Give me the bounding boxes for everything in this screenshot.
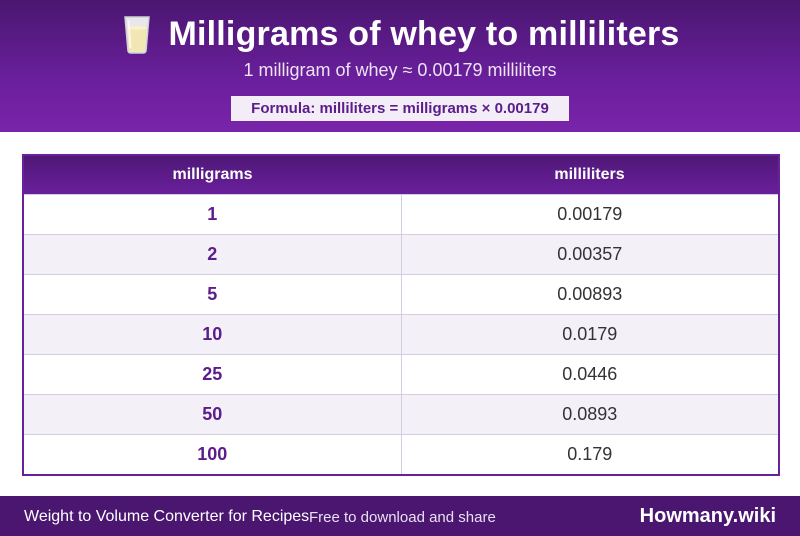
milligrams-cell: 100 — [24, 434, 402, 474]
column-header-milligrams: milligrams — [172, 166, 253, 183]
table-row: 100 0.179 — [24, 434, 778, 474]
footer-bar: Weight to Volume Converter for Recipes F… — [0, 496, 800, 536]
milligrams-cell: 25 — [24, 354, 402, 395]
conversion-subtitle: 1 milligram of whey ≈ 0.00179 milliliter… — [243, 60, 557, 80]
milliliters-cell: 0.0893 — [401, 394, 778, 435]
milligrams-cell: 1 — [24, 194, 402, 235]
table-row: 1 0.00179 — [24, 194, 778, 235]
title-row: Milligrams of whey to milliliters — [0, 12, 800, 56]
footer-converter-text: Weight to Volume Converter for Recipes — [24, 508, 310, 525]
conversion-table: milligrams milliliters 1 0.00179 2 0.003… — [22, 154, 780, 476]
milliliters-cell: 0.00893 — [401, 274, 778, 315]
table-row: 2 0.00357 — [24, 234, 778, 275]
formula-badge: Formula: milliliters = milligrams × 0.00… — [231, 96, 569, 121]
milliliters-cell: 0.0179 — [401, 314, 778, 355]
footer-share-text: Free to download and share — [309, 509, 496, 526]
milliliters-cell: 0.00357 — [401, 234, 778, 275]
table-row: 50 0.0893 — [24, 394, 778, 435]
brand-logo-text[interactable]: Howmany.wiki — [639, 505, 776, 527]
milligrams-cell: 5 — [24, 274, 402, 315]
milliliters-cell: 0.179 — [401, 434, 778, 474]
table-row: 5 0.00893 — [24, 274, 778, 315]
milligrams-cell: 50 — [24, 394, 402, 435]
column-header-milliliters: milliliters — [554, 166, 625, 183]
table-row: 25 0.0446 — [24, 354, 778, 395]
header-banner: Milligrams of whey to milliliters 1 mill… — [0, 0, 800, 132]
milligrams-cell: 10 — [24, 314, 402, 355]
milligrams-cell: 2 — [24, 234, 402, 275]
milliliters-cell: 0.00179 — [401, 194, 778, 235]
table-row: 10 0.0179 — [24, 314, 778, 355]
milk-glass-icon — [120, 14, 154, 54]
page-title: Milligrams of whey to milliliters — [168, 14, 680, 53]
table-header-row: milligrams milliliters — [24, 156, 778, 195]
milliliters-cell: 0.0446 — [401, 354, 778, 395]
